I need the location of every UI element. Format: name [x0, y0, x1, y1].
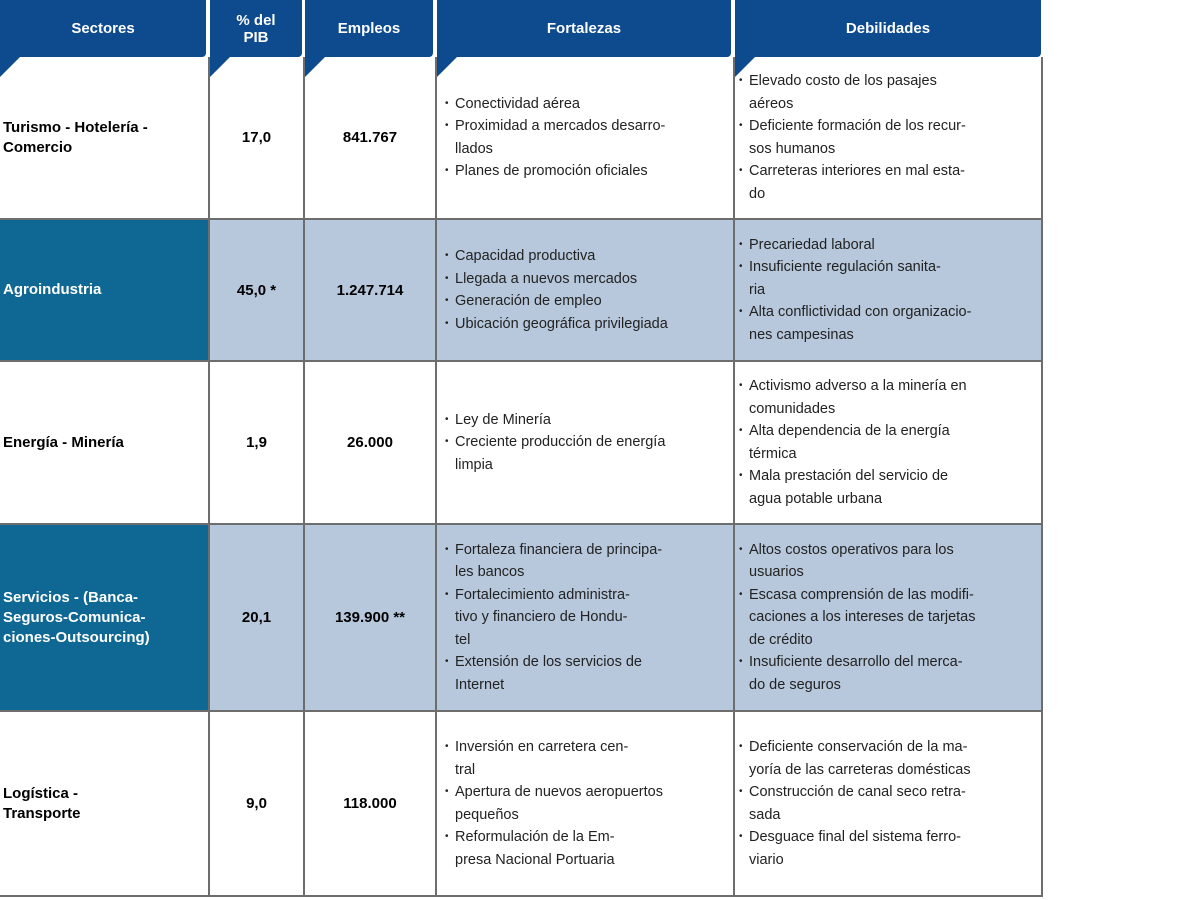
fortalezas-cell: Inversión en carretera cen- tralApertura… — [435, 712, 733, 895]
header-pib: % del PIB — [210, 0, 302, 57]
empleos-cell-text: 139.900 ** — [334, 609, 406, 626]
sector-cell-text: Logística - Transporte — [3, 784, 81, 822]
sector-cell-text: Turismo - Hotelería - Comercio — [3, 118, 148, 156]
fortalezas-cell: Capacidad productivaLlegada a nuevos mer… — [435, 220, 733, 360]
header-empleos: Empleos — [305, 0, 433, 57]
list-item: Ubicación geográfica privilegiada — [443, 313, 668, 336]
list-item: Alta conflictividad con organizacio- nes… — [737, 301, 971, 346]
table-row: Energía - Minería 1,9 26.000 Ley de Minería… — [0, 362, 1043, 525]
list-item: Apertura de nuevos aeropuertos pequeños — [443, 781, 663, 826]
fortalezas-list: Ley de MineríaCreciente producción de en… — [443, 409, 665, 477]
list-item: Reformulación de la Em- presa Nacional P… — [443, 826, 663, 871]
list-item: Deficiente formación de los recur- sos h… — [737, 115, 966, 160]
sector-cell-text: Agroindustria — [3, 281, 102, 298]
pib-cell: 45,0 * — [208, 220, 303, 360]
sector-cell: Logística - Transporte — [0, 712, 208, 895]
empleos-cell: 26.000 — [303, 362, 435, 523]
pib-cell-text: 9,0 — [246, 795, 267, 812]
empleos-cell-text: 26.000 — [347, 434, 393, 451]
list-item: Precariedad laboral — [737, 234, 971, 257]
sector-cell: Energía - Minería — [0, 362, 208, 523]
sector-cell-text: Servicios - (Banca- Seguros-Comunica- ci… — [3, 588, 150, 646]
debilidades-cell: Precariedad laboralInsuficiente regulaci… — [733, 220, 1043, 360]
list-item: Mala prestación del servicio de agua pot… — [737, 465, 967, 510]
debilidades-cell: Altos costos operativos para los usuario… — [733, 525, 1043, 710]
fortalezas-list: Capacidad productivaLlegada a nuevos mer… — [443, 245, 668, 335]
header-fortalezas: Fortalezas — [437, 0, 731, 57]
fortalezas-cell: Ley de MineríaCreciente producción de en… — [435, 362, 733, 523]
pib-cell: 1,9 — [208, 362, 303, 523]
sector-cell: Agroindustria — [0, 220, 208, 360]
list-item: Deficiente conservación de la ma- yoría … — [737, 736, 971, 781]
list-item: Extensión de los servicios de Internet — [443, 651, 662, 696]
table-row: Logística - Transporte 9,0 118.000 Inversió… — [0, 712, 1043, 897]
debilidades-list: Activismo adverso a la minería en comuni… — [737, 375, 967, 510]
debilidades-list: Elevado costo de los pasajes aéreosDefic… — [737, 70, 966, 205]
list-item: Inversión en carretera cen- tral — [443, 736, 663, 781]
empleos-cell-text: 841.767 — [342, 129, 398, 146]
list-item: Carreteras interiores en mal esta- do — [737, 160, 966, 205]
header-sectores: Sectores — [0, 0, 206, 57]
list-item: Creciente producción de energía limpia — [443, 431, 665, 476]
pib-cell: 20,1 — [208, 525, 303, 710]
pib-cell: 9,0 — [208, 712, 303, 895]
fortalezas-cell: Conectividad aéreaProximidad a mercados … — [435, 57, 733, 218]
list-item: Planes de promoción oficiales — [443, 160, 665, 183]
table-row: Servicios - (Banca- Seguros-Comunica- ci… — [0, 525, 1043, 712]
debilidades-list: Altos costos operativos para los usuario… — [737, 539, 976, 697]
header-debilidades: Debilidades — [735, 0, 1041, 57]
fortalezas-list: Conectividad aéreaProximidad a mercados … — [443, 93, 665, 183]
list-item: Generación de empleo — [443, 290, 668, 313]
pib-cell-text: 45,0 * — [236, 281, 277, 299]
debilidades-cell: Deficiente conservación de la ma- yoría … — [733, 712, 1043, 895]
sector-cell: Servicios - (Banca- Seguros-Comunica- ci… — [0, 525, 208, 710]
empleos-cell: 139.900 ** — [303, 525, 435, 710]
fortalezas-cell: Fortaleza financiera de principa- les ba… — [435, 525, 733, 710]
list-item: Desguace final del sistema ferro- viario — [737, 826, 971, 871]
list-item: Construcción de canal seco retra- sada — [737, 781, 971, 826]
debilidades-list: Deficiente conservación de la ma- yoría … — [737, 736, 971, 871]
list-item: Fortaleza financiera de principa- les ba… — [443, 539, 662, 584]
empleos-cell-text: 118.000 — [343, 795, 397, 812]
list-item: Insuficiente desarrollo del merca- do de… — [737, 651, 976, 696]
list-item: Capacidad productiva — [443, 245, 668, 268]
fortalezas-list: Fortaleza financiera de principa- les ba… — [443, 539, 662, 697]
list-item: Conectividad aérea — [443, 93, 665, 116]
table-row: Turismo - Hotelería - Comercio 17,0 841.76… — [0, 57, 1043, 220]
list-item: Llegada a nuevos mercados — [443, 268, 668, 291]
list-item: Altos costos operativos para los usuario… — [737, 539, 976, 584]
pib-cell: 17,0 — [208, 57, 303, 218]
list-item: Alta dependencia de la energía térmica — [737, 420, 967, 465]
list-item: Proximidad a mercados desarro- llados — [443, 115, 665, 160]
pib-cell-text: 17,0 — [241, 129, 272, 146]
sector-cell: Turismo - Hotelería - Comercio — [0, 57, 208, 218]
list-item: Elevado costo de los pasajes aéreos — [737, 70, 966, 115]
table-row: Agroindustria 45,0 * 1.247.714 Capacidad pr… — [0, 220, 1043, 362]
list-item: Ley de Minería — [443, 409, 665, 432]
list-item: Escasa comprensión de las modifi- cacion… — [737, 584, 976, 652]
debilidades-cell: Activismo adverso a la minería en comuni… — [733, 362, 1043, 523]
empleos-cell-text: 1.247.714 — [336, 281, 404, 299]
empleos-cell: 118.000 — [303, 712, 435, 895]
list-item: Activismo adverso a la minería en comuni… — [737, 375, 967, 420]
list-item: Insuficiente regulación sanita- ria — [737, 256, 971, 301]
debilidades-list: Precariedad laboralInsuficiente regulaci… — [737, 234, 971, 347]
pib-cell-text: 1,9 — [246, 434, 267, 451]
empleos-cell: 841.767 — [303, 57, 435, 218]
fortalezas-list: Inversión en carretera cen- tralApertura… — [443, 736, 663, 871]
list-item: Fortalecimiento administra- tivo y finan… — [443, 584, 662, 652]
pib-cell-text: 20,1 — [241, 609, 272, 626]
sector-cell-text: Energía - Minería — [3, 433, 124, 451]
sector-table: Turismo - Hotelería - Comercio 17,0 841.76… — [0, 0, 1043, 897]
empleos-cell: 1.247.714 — [303, 220, 435, 360]
debilidades-cell: Elevado costo de los pasajes aéreosDefic… — [733, 57, 1043, 218]
